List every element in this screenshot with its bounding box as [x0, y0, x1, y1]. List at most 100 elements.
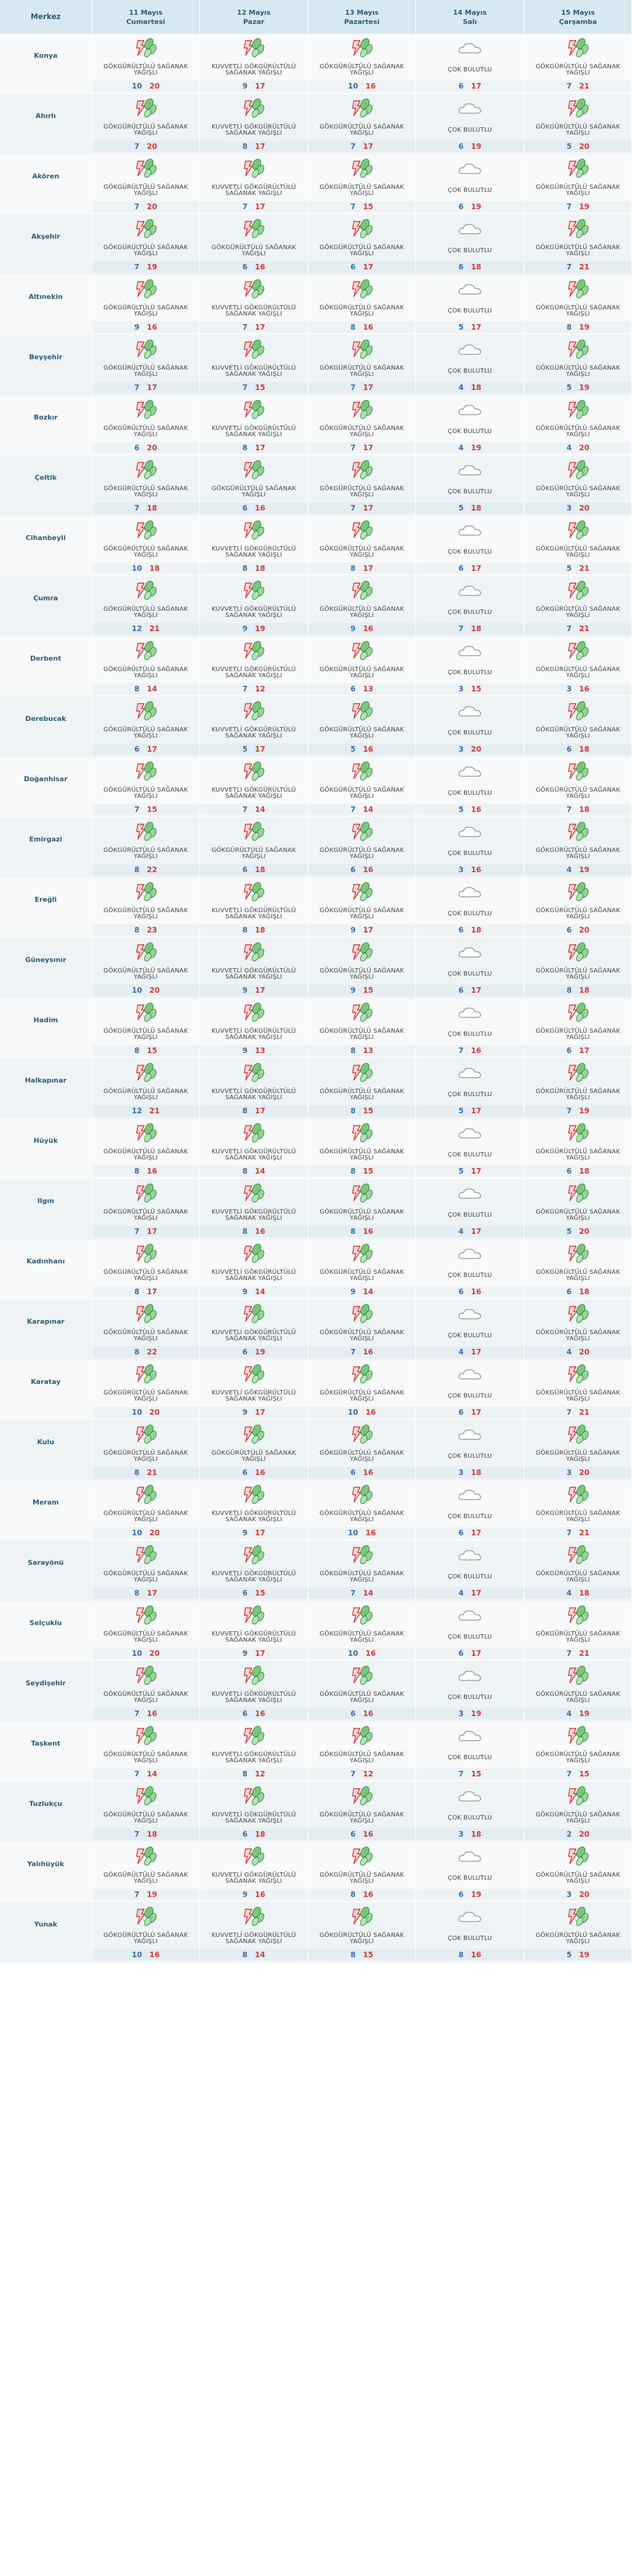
- thunderstorm-rain-icon: [524, 1001, 632, 1025]
- forecast-cell: KUVVETLİ GÖKGÜRÜLTÜLÜ SAĞANAK YAĞIŞLI 8 16: [199, 1179, 308, 1239]
- forecast-cell: GÖKGÜRÜLTÜLÜ SAĞANAK YAĞIŞLI 7 17: [308, 335, 417, 396]
- district-name[interactable]: Çeltik: [34, 474, 57, 482]
- forecast-cell: GÖKGÜRÜLTÜLÜ SAĞANAK YAĞIŞLI 9 17: [308, 878, 417, 938]
- condition-text: GÖKGÜRÜLTÜLÜ SAĞANAK YAĞIŞLI: [103, 787, 188, 800]
- max-temperature: 15: [362, 1950, 374, 1959]
- min-temperature: 7: [134, 805, 140, 814]
- district-name[interactable]: Meram: [32, 1498, 59, 1506]
- thunderstorm-rain-icon: [200, 1483, 308, 1508]
- district-name[interactable]: Emirgazi: [29, 835, 63, 843]
- thunderstorm-rain-icon: [524, 1362, 632, 1387]
- temperature-range: 5 17: [416, 1105, 524, 1116]
- table-row: Beyşehir GÖKGÜRÜLTÜLÜ SAĞANAK YAĞIŞLI 7 17 K…: [0, 335, 632, 396]
- district-name[interactable]: Doğanhisar: [23, 775, 68, 783]
- district-name[interactable]: Yalıhüyük: [27, 1860, 65, 1868]
- district-name[interactable]: Ereğli: [34, 896, 57, 904]
- thunderstorm-rain-icon: [524, 1061, 632, 1086]
- district-name[interactable]: Cihanbeyli: [25, 534, 66, 542]
- thunderstorm-rain-icon: [308, 1905, 416, 1930]
- district-name[interactable]: Beyşehir: [29, 353, 63, 361]
- district-name[interactable]: Sarayönü: [28, 1559, 64, 1567]
- temperature-range: 12 21: [92, 623, 200, 634]
- forecast-cell: KUVVETLİ GÖKGÜRÜLTÜLÜ SAĞANAK YAĞIŞLI 8 17: [199, 1059, 308, 1119]
- temperature-range: 7 20: [92, 141, 200, 152]
- district-name[interactable]: Hüyük: [33, 1137, 58, 1145]
- district-name[interactable]: Taşkent: [31, 1739, 61, 1747]
- min-temperature: 10: [132, 1529, 142, 1537]
- condition-text: KUVVETLİ GÖKGÜRÜLTÜLÜ SAĞANAK YAĞIŞLI: [211, 1631, 296, 1644]
- max-temperature: 19: [579, 383, 590, 392]
- district-name[interactable]: Halkapınar: [25, 1076, 66, 1084]
- condition-text: GÖKGÜRÜLTÜLÜ SAĞANAK YAĞIŞLI: [535, 847, 620, 860]
- temperature-range: 9 17: [200, 81, 308, 92]
- condition-text: GÖKGÜRÜLTÜLÜ SAĞANAK YAĞIŞLI: [535, 968, 620, 980]
- district-name[interactable]: Hadim: [33, 1016, 58, 1024]
- temperature-range: 7 21: [524, 261, 632, 272]
- min-temperature: 8: [242, 142, 248, 151]
- condition-text: KUVVETLİ GÖKGÜRÜLTÜLÜ SAĞANAK YAĞIŞLI: [211, 666, 296, 679]
- condition-text: GÖKGÜRÜLTÜLÜ SAĞANAK YAĞIŞLI: [535, 1329, 620, 1342]
- min-temperature: 6: [242, 1709, 248, 1718]
- condition-text: GÖKGÜRÜLTÜLÜ SAĞANAK YAĞIŞLI: [535, 1631, 620, 1644]
- district-name[interactable]: Tuzlukçu: [29, 1800, 63, 1808]
- temperature-range: 8 18: [200, 924, 308, 936]
- district-name[interactable]: Yunak: [34, 1920, 58, 1928]
- max-temperature: 14: [255, 1167, 265, 1175]
- district-name[interactable]: Akşehir: [31, 233, 60, 241]
- condition-text: GÖKGÜRÜLTÜLÜ SAĞANAK YAĞIŞLI: [319, 1329, 404, 1342]
- condition-text: GÖKGÜRÜLTÜLÜ SAĞANAK YAĞIŞLI: [103, 1209, 188, 1222]
- district-name[interactable]: Derebucak: [25, 715, 66, 723]
- thunderstorm-rain-icon: [200, 1121, 308, 1146]
- district-name[interactable]: Seydişehir: [25, 1679, 66, 1687]
- district-name[interactable]: Konya: [34, 52, 58, 60]
- forecast-cell: GÖKGÜRÜLTÜLÜ SAĞANAK YAĞIŞLI 7 21: [524, 34, 632, 94]
- temperature-range: 5 20: [524, 141, 632, 152]
- thunderstorm-rain-icon: [524, 1543, 632, 1568]
- max-temperature: 16: [255, 504, 265, 512]
- district-name[interactable]: Bozkır: [33, 413, 58, 421]
- district-name[interactable]: Karapınar: [26, 1318, 65, 1326]
- district-name[interactable]: Ahırlı: [35, 112, 56, 120]
- condition-text: GÖKGÜRÜLTÜLÜ SAĞANAK YAĞIŞLI: [103, 606, 188, 619]
- temperature-range: 8 13: [308, 1045, 416, 1056]
- district-cell: Hadim: [0, 998, 92, 1059]
- condition-text: ÇOK BULUTLU: [447, 1634, 492, 1640]
- temperature-range: 7 18: [416, 623, 524, 634]
- temperature-range: 8 17: [200, 442, 308, 453]
- forecast-cell: GÖKGÜRÜLTÜLÜ SAĞANAK YAĞIŞLI 7 14: [308, 1541, 417, 1601]
- forecast-cell: GÖKGÜRÜLTÜLÜ SAĞANAK YAĞIŞLI 7 17: [308, 396, 417, 456]
- district-name[interactable]: Karatay: [31, 1378, 61, 1386]
- district-name[interactable]: Kadınhanı: [26, 1257, 65, 1265]
- min-temperature: 7: [350, 142, 356, 151]
- temperature-range: 7 19: [92, 261, 200, 272]
- forecast-cell: GÖKGÜRÜLTÜLÜ SAĞANAK YAĞIŞLI 7 15: [308, 154, 417, 215]
- table-row: Konya GÖKGÜRÜLTÜLÜ SAĞANAK YAĞIŞLI 10 20 KUV…: [0, 34, 632, 94]
- condition-text: ÇOK BULUTLU: [447, 1151, 492, 1158]
- district-name[interactable]: Güneysınır: [25, 956, 66, 964]
- district-name[interactable]: Ilgın: [37, 1197, 54, 1205]
- forecast-cell: GÖKGÜRÜLTÜLÜ SAĞANAK YAĞIŞLI 7 19: [524, 154, 632, 215]
- min-temperature: 3: [566, 504, 572, 512]
- min-temperature: 10: [132, 82, 142, 90]
- district-name[interactable]: Akören: [32, 172, 60, 180]
- min-temperature: 5: [566, 1950, 572, 1959]
- max-temperature: 21: [579, 1649, 590, 1658]
- district-name[interactable]: Çumra: [33, 594, 58, 602]
- min-temperature: 6: [458, 1649, 464, 1658]
- table-row: Seydişehir GÖKGÜRÜLTÜLÜ SAĞANAK YAĞIŞLI 7 1…: [0, 1661, 632, 1722]
- forecast-cell: GÖKGÜRÜLTÜLÜ SAĞANAK YAĞIŞLI 4 20: [524, 396, 632, 456]
- max-temperature: 17: [471, 323, 482, 332]
- district-name[interactable]: Kulu: [37, 1438, 55, 1446]
- condition-text: GÖKGÜRÜLTÜLÜ SAĞANAK YAĞIŞLI: [211, 1450, 297, 1463]
- district-name[interactable]: Selçuklu: [30, 1619, 62, 1627]
- district-name[interactable]: Altınekin: [28, 293, 63, 301]
- temperature-range: 4 20: [524, 1346, 632, 1358]
- condition-text: GÖKGÜRÜLTÜLÜ SAĞANAK YAĞIŞLI: [319, 726, 404, 739]
- max-temperature: 19: [579, 323, 590, 332]
- temperature-range: 7 17: [200, 322, 308, 333]
- district-name[interactable]: Derbent: [30, 654, 62, 662]
- condition-text: ÇOK BULUTLU: [447, 1091, 492, 1098]
- district-cell: Beyşehir: [0, 335, 92, 396]
- temperature-range: 6 17: [416, 1648, 524, 1659]
- max-temperature: 18: [471, 926, 482, 934]
